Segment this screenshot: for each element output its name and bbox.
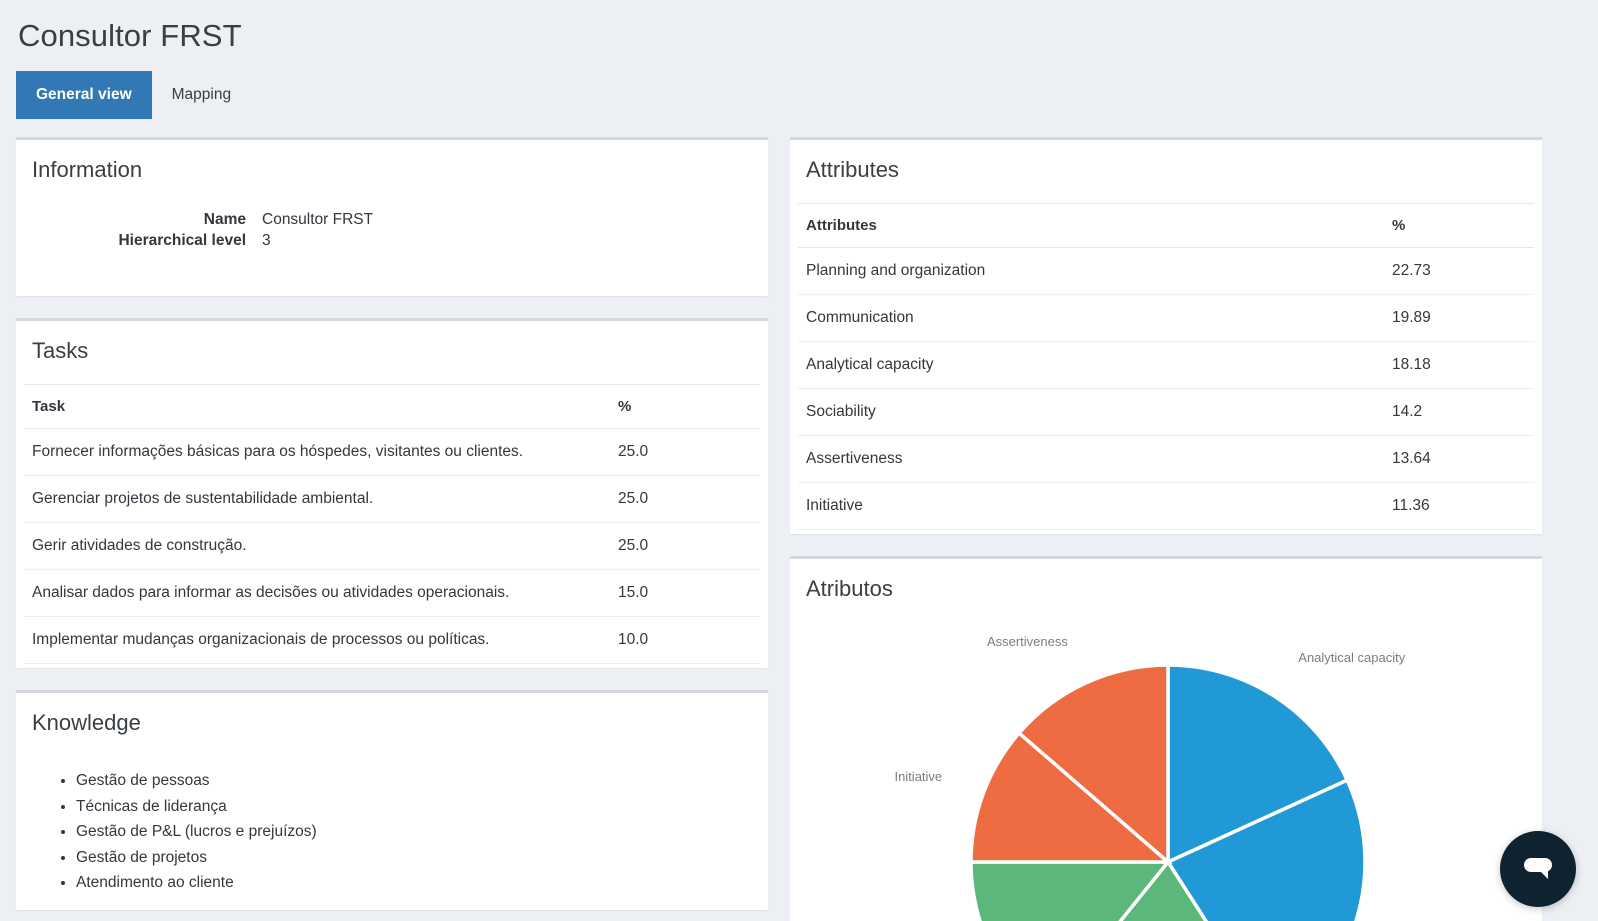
content-columns: Information Name Consultor FRST Hierarch… bbox=[16, 137, 1582, 921]
page-title: Consultor FRST bbox=[18, 18, 242, 53]
list-item: Gestão de projetos bbox=[76, 845, 752, 871]
right-column: Attributes Attributes % Planning and org… bbox=[790, 137, 1542, 921]
chat-bubble-icon bbox=[1524, 858, 1552, 879]
list-item: Gestão de P&L (lucros e prejuízos) bbox=[76, 819, 752, 845]
atributos-chart-title: Atributos bbox=[806, 576, 893, 601]
tasks-col-pct: % bbox=[610, 384, 760, 429]
pie-chart[interactable] bbox=[790, 616, 1542, 921]
attribute-pct: 13.64 bbox=[1384, 435, 1534, 483]
task-pct: 25.0 bbox=[610, 428, 760, 476]
list-item: Técnicas de liderança bbox=[76, 794, 752, 820]
information-value-name: Consultor FRST bbox=[262, 211, 374, 228]
pie-slice[interactable] bbox=[1165, 777, 1367, 921]
list-item: Gestão de pessoas bbox=[76, 768, 752, 794]
information-card: Information Name Consultor FRST Hierarch… bbox=[16, 137, 768, 296]
tab-mapping-label: Mapping bbox=[171, 86, 232, 103]
task-pct: 15.0 bbox=[610, 569, 760, 617]
attribute-name: Initiative bbox=[798, 482, 1384, 530]
information-term-level: Hierarchical level bbox=[118, 232, 246, 249]
attributes-col-name: Attributes bbox=[798, 203, 1384, 248]
attributes-col-pct: % bbox=[1384, 203, 1534, 248]
information-card-body: Name Consultor FRST Hierarchical level 3 bbox=[16, 197, 768, 296]
table-row: Implementar mudanças organizacionais de … bbox=[24, 616, 760, 664]
table-row: Fornecer informações básicas para os hós… bbox=[24, 428, 760, 476]
pie-slice[interactable] bbox=[1166, 663, 1350, 865]
attributes-table-head: Attributes % bbox=[798, 203, 1534, 248]
attributes-header-row: Attributes % bbox=[798, 203, 1534, 248]
tab-general-view[interactable]: General view bbox=[16, 71, 152, 119]
table-row: Gerir atividades de construção. 25.0 bbox=[24, 522, 760, 570]
task-name: Gerenciar projetos de sustentabilidade a… bbox=[24, 475, 610, 523]
attribute-pct: 19.89 bbox=[1384, 294, 1534, 342]
pie-slice-label: Analytical capacity bbox=[1298, 650, 1406, 666]
knowledge-card-body: Gestão de pessoas Técnicas de liderança … bbox=[16, 750, 768, 910]
attributes-card: Attributes Attributes % Planning and org… bbox=[790, 137, 1542, 534]
tasks-card: Tasks Task % Fornecer informações básica… bbox=[16, 318, 768, 668]
attributes-table-body: Planning and organization 22.73 Communic… bbox=[798, 247, 1534, 530]
task-name: Analisar dados para informar as decisões… bbox=[24, 569, 610, 617]
table-row: Communication 19.89 bbox=[798, 294, 1534, 342]
tasks-header-row: Task % bbox=[24, 384, 760, 429]
table-row: Analisar dados para informar as decisões… bbox=[24, 569, 760, 617]
pie-slice[interactable] bbox=[969, 730, 1173, 864]
attribute-pct: 22.73 bbox=[1384, 247, 1534, 295]
pie-slice[interactable] bbox=[1044, 859, 1274, 921]
information-row: Hierarchical level 3 bbox=[32, 232, 752, 250]
tab-bar: General view Mapping bbox=[16, 71, 1582, 119]
knowledge-list: Gestão de pessoas Técnicas de liderança … bbox=[32, 750, 752, 896]
pie-slice-label: Assertiveness bbox=[986, 633, 1068, 649]
tab-mapping[interactable]: Mapping bbox=[152, 71, 251, 119]
information-row: Name Consultor FRST bbox=[32, 211, 752, 229]
tasks-table-wrap: Task % Fornecer informações básicas para… bbox=[16, 378, 768, 668]
knowledge-card: Knowledge Gestão de pessoas Técnicas de … bbox=[16, 690, 768, 910]
task-name: Gerir atividades de construção. bbox=[24, 522, 610, 570]
tasks-col-task: Task bbox=[24, 384, 610, 429]
task-name: Implementar mudanças organizacionais de … bbox=[24, 616, 610, 664]
atributos-chart-card: Atributos Analytical capacity Initiative A… bbox=[790, 556, 1542, 921]
table-row: Assertiveness 13.64 bbox=[798, 435, 1534, 483]
attribute-pct: 18.18 bbox=[1384, 341, 1534, 389]
attribute-name: Communication bbox=[798, 294, 1384, 342]
attributes-table: Attributes % Planning and organization 2… bbox=[798, 203, 1534, 530]
attribute-pct: 14.2 bbox=[1384, 388, 1534, 436]
left-column: Information Name Consultor FRST Hierarch… bbox=[16, 137, 768, 921]
pie-slice[interactable] bbox=[969, 860, 1172, 921]
task-pct: 25.0 bbox=[610, 522, 760, 570]
attribute-name: Assertiveness bbox=[798, 435, 1384, 483]
pie-slice-label: Initiative bbox=[894, 768, 943, 784]
task-pct: 10.0 bbox=[610, 616, 760, 664]
attributes-card-title: Attributes bbox=[806, 157, 899, 182]
tab-general-view-label: General view bbox=[36, 86, 132, 103]
pie-slice[interactable] bbox=[1016, 663, 1170, 866]
information-card-title: Information bbox=[32, 157, 143, 182]
list-item: Atendimento ao cliente bbox=[76, 870, 752, 896]
attribute-name: Analytical capacity bbox=[798, 341, 1384, 389]
information-term-name: Name bbox=[203, 211, 246, 228]
attributes-table-wrap: Attributes % Planning and organization 2… bbox=[790, 197, 1542, 534]
table-row: Initiative 11.36 bbox=[798, 482, 1534, 530]
attribute-pct: 11.36 bbox=[1384, 482, 1534, 530]
tasks-table: Task % Fornecer informações básicas para… bbox=[24, 384, 760, 664]
chat-widget-button[interactable] bbox=[1500, 831, 1576, 907]
table-row: Planning and organization 22.73 bbox=[798, 247, 1534, 295]
table-row: Gerenciar projetos de sustentabilidade a… bbox=[24, 475, 760, 523]
information-value-level: 3 bbox=[262, 232, 271, 249]
attribute-name: Sociability bbox=[798, 388, 1384, 436]
table-row: Analytical capacity 18.18 bbox=[798, 341, 1534, 389]
task-pct: 25.0 bbox=[610, 475, 760, 523]
tasks-table-head: Task % bbox=[24, 384, 760, 429]
tasks-card-title: Tasks bbox=[32, 338, 89, 363]
information-list: Name Consultor FRST Hierarchical level 3 bbox=[32, 197, 752, 282]
attribute-name: Planning and organization bbox=[798, 247, 1384, 295]
pie-chart-area: Analytical capacity Initiative Assertivene… bbox=[790, 616, 1542, 921]
knowledge-card-title: Knowledge bbox=[32, 710, 141, 735]
tasks-table-body: Fornecer informações básicas para os hós… bbox=[24, 428, 760, 664]
table-row: Sociability 14.2 bbox=[798, 388, 1534, 436]
task-name: Fornecer informações básicas para os hós… bbox=[24, 428, 610, 476]
